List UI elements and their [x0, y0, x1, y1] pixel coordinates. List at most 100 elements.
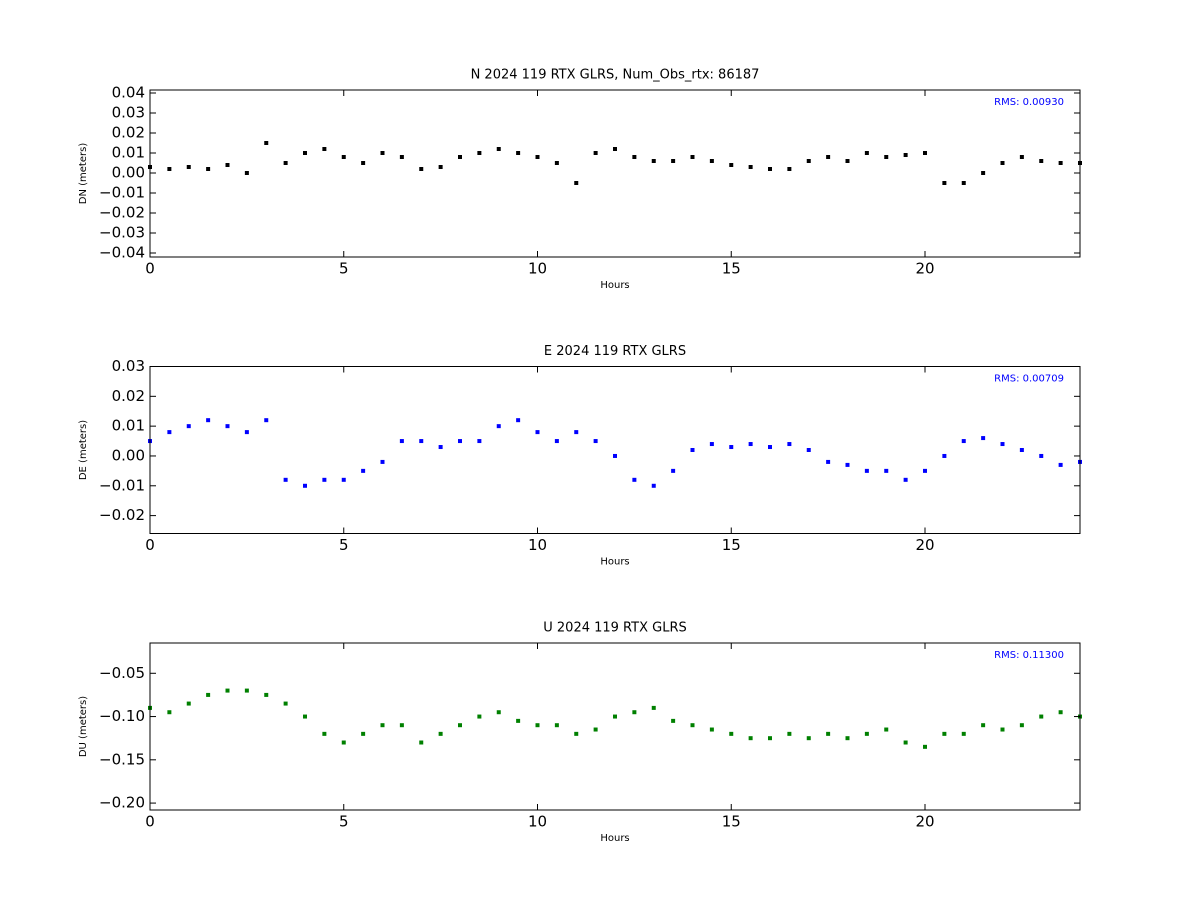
- point: [632, 477, 637, 482]
- point: [845, 159, 850, 163]
- point: [419, 167, 424, 171]
- rms-annotation: RMS: 0.11300: [994, 650, 1064, 661]
- point: [438, 731, 443, 736]
- point: [496, 710, 501, 715]
- point: [613, 714, 617, 719]
- point: [554, 439, 559, 444]
- point: [574, 430, 579, 435]
- point: [167, 710, 172, 715]
- x-tick-label: 0: [145, 536, 155, 554]
- point: [341, 740, 346, 745]
- axes-frame: [149, 89, 1081, 258]
- point: [438, 165, 443, 169]
- point: [458, 723, 462, 728]
- point: [884, 727, 889, 732]
- point: [593, 439, 598, 444]
- x-tick-label: 5: [339, 813, 349, 831]
- y-tick-label: 0.01: [112, 144, 145, 162]
- point: [380, 459, 385, 464]
- point: [651, 159, 656, 163]
- point: [186, 701, 191, 706]
- point: [244, 688, 249, 693]
- point: [186, 424, 191, 429]
- y-tick-label: 0.03: [112, 104, 145, 122]
- point: [1058, 710, 1063, 715]
- axes-frame: [149, 642, 1081, 811]
- point: [864, 468, 869, 473]
- y-tick-label: 0.00: [112, 446, 145, 464]
- point: [961, 181, 966, 185]
- y-tick-label: 0.04: [112, 84, 145, 102]
- point: [651, 705, 656, 710]
- point: [845, 736, 850, 741]
- point: [225, 424, 230, 429]
- x-tick-label: 10: [528, 260, 547, 278]
- point: [477, 151, 482, 155]
- point: [709, 159, 714, 163]
- point: [923, 151, 927, 155]
- point: [516, 151, 521, 155]
- point: [554, 723, 559, 728]
- point: [632, 710, 637, 715]
- point: [283, 701, 288, 706]
- x-axis-label: Hours: [600, 557, 629, 568]
- point: [768, 167, 772, 171]
- point: [671, 159, 676, 163]
- point: [225, 688, 230, 693]
- point: [981, 436, 986, 441]
- y-tick-label: 0.02: [112, 124, 145, 142]
- y-tick-label: −0.10: [99, 707, 145, 725]
- point: [438, 445, 443, 450]
- point: [826, 731, 831, 736]
- point: [961, 439, 966, 444]
- y-tick-label: −0.15: [99, 750, 145, 768]
- point: [283, 161, 288, 165]
- y-tick-label: −0.03: [99, 224, 145, 242]
- point: [341, 477, 346, 482]
- point: [225, 163, 230, 167]
- point: [593, 727, 598, 732]
- point: [593, 151, 598, 155]
- x-axis-label: Hours: [600, 833, 629, 844]
- point: [380, 723, 385, 728]
- x-tick-label: 15: [722, 813, 741, 831]
- point: [806, 159, 811, 163]
- y-tick-label: 0.02: [112, 387, 145, 405]
- point: [399, 439, 404, 444]
- point: [651, 483, 656, 488]
- point: [942, 731, 947, 736]
- point: [1039, 159, 1044, 163]
- point: [341, 155, 346, 159]
- y-tick-label: −0.01: [99, 476, 145, 494]
- point: [632, 155, 637, 159]
- point: [690, 155, 695, 159]
- point: [167, 430, 172, 435]
- point: [903, 477, 908, 482]
- point: [380, 151, 385, 155]
- point: [787, 442, 792, 447]
- point: [186, 165, 191, 169]
- x-tick-label: 15: [722, 260, 741, 278]
- y-axis-label: DU (meters): [78, 696, 89, 757]
- x-tick-label: 5: [339, 536, 349, 554]
- point: [864, 731, 869, 736]
- rms-annotation: RMS: 0.00930: [994, 97, 1064, 108]
- point: [303, 714, 307, 719]
- point: [1039, 453, 1044, 458]
- chart-title: N 2024 119 RTX GLRS, Num_Obs_rtx: 86187: [471, 68, 760, 83]
- point: [244, 430, 249, 435]
- y-tick-label: −0.20: [99, 794, 145, 812]
- y-axis-label: DN (meters): [78, 143, 89, 205]
- point: [671, 468, 676, 473]
- point: [671, 718, 676, 723]
- point: [903, 153, 908, 157]
- point: [1019, 155, 1024, 159]
- x-tick-label: 20: [915, 260, 934, 278]
- point: [322, 477, 327, 482]
- point: [535, 723, 540, 728]
- x-tick-label: 20: [915, 813, 934, 831]
- point: [419, 740, 424, 745]
- point: [516, 418, 521, 423]
- point: [613, 453, 617, 458]
